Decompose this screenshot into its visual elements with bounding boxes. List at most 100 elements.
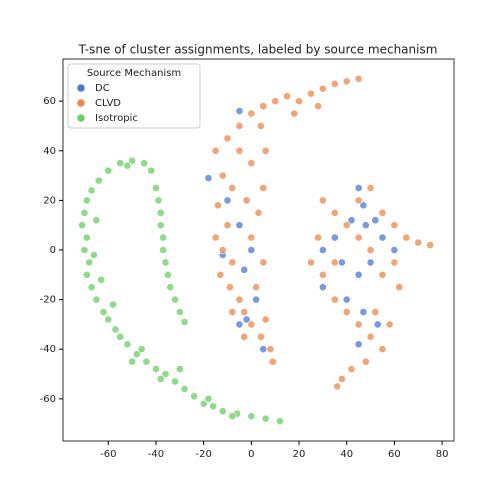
point xyxy=(156,375,165,383)
point xyxy=(261,315,270,324)
point xyxy=(240,332,249,341)
point xyxy=(92,295,101,304)
point xyxy=(354,184,363,192)
point xyxy=(259,345,268,354)
point xyxy=(242,315,251,324)
point xyxy=(338,258,346,267)
point xyxy=(354,270,363,279)
point xyxy=(223,134,232,143)
point xyxy=(156,208,165,217)
point xyxy=(342,77,351,86)
point xyxy=(97,275,106,284)
point xyxy=(247,320,256,329)
point xyxy=(161,370,170,378)
x-tick-label: -60 xyxy=(100,449,116,460)
point xyxy=(218,171,227,180)
point xyxy=(259,102,268,111)
point xyxy=(190,392,199,401)
point xyxy=(330,233,339,242)
point xyxy=(218,407,227,416)
point xyxy=(161,258,170,267)
point xyxy=(164,270,172,279)
point xyxy=(111,325,120,334)
point xyxy=(85,258,94,267)
chart-title: T-sne of cluster assignments, labeled by… xyxy=(78,43,438,57)
point xyxy=(342,308,351,316)
point xyxy=(247,412,256,421)
point xyxy=(228,308,237,316)
point xyxy=(371,216,380,225)
point xyxy=(147,166,156,175)
point xyxy=(361,357,370,366)
point xyxy=(290,109,299,118)
point xyxy=(235,221,244,230)
point xyxy=(128,357,137,366)
point xyxy=(395,283,404,292)
x-tick-label: -40 xyxy=(148,449,164,460)
point xyxy=(159,246,168,254)
y-tick-label: 40 xyxy=(43,146,56,157)
legend-marker xyxy=(76,113,86,123)
x-tick-label: -20 xyxy=(195,449,211,460)
point xyxy=(214,201,222,210)
point xyxy=(133,350,141,359)
point xyxy=(318,196,327,205)
point xyxy=(180,385,189,393)
point xyxy=(366,184,375,192)
point xyxy=(359,201,368,210)
point xyxy=(223,196,232,205)
legend-marker xyxy=(76,98,86,108)
point xyxy=(261,414,270,423)
point xyxy=(209,402,218,411)
point xyxy=(256,332,265,341)
point xyxy=(218,246,227,254)
point xyxy=(266,345,275,354)
point xyxy=(378,233,387,242)
legend-label: CLVD xyxy=(95,98,121,109)
point xyxy=(247,159,256,168)
point xyxy=(338,375,346,383)
point xyxy=(175,365,184,373)
y-tick-label: 60 xyxy=(43,96,56,107)
legend-label: DC xyxy=(95,83,110,94)
x-tick-label: 0 xyxy=(248,449,254,460)
point xyxy=(92,216,101,225)
point xyxy=(354,233,363,242)
point xyxy=(199,399,208,408)
y-tick-label: 0 xyxy=(50,245,56,256)
x-tick-label: 20 xyxy=(293,449,306,460)
point xyxy=(254,208,263,217)
point xyxy=(240,308,249,316)
point xyxy=(80,208,89,217)
point xyxy=(235,146,244,155)
point xyxy=(259,184,268,192)
point xyxy=(390,246,399,254)
point xyxy=(240,265,249,274)
point xyxy=(94,176,103,185)
point xyxy=(318,283,327,292)
point xyxy=(123,161,132,170)
point xyxy=(156,221,165,230)
point xyxy=(378,208,387,217)
point xyxy=(90,251,98,259)
point xyxy=(307,89,315,98)
legend-title: Source Mechanism xyxy=(87,68,181,79)
point xyxy=(366,246,375,254)
point xyxy=(204,394,213,403)
point xyxy=(180,318,189,326)
point xyxy=(314,102,323,111)
point xyxy=(152,184,160,192)
point xyxy=(390,258,399,267)
point xyxy=(247,109,256,118)
point xyxy=(261,146,270,155)
point xyxy=(366,332,375,341)
point xyxy=(154,196,163,205)
point xyxy=(123,340,132,349)
point xyxy=(330,258,339,267)
point xyxy=(283,92,292,101)
point xyxy=(378,345,387,354)
point xyxy=(211,146,220,155)
point xyxy=(247,233,256,242)
point xyxy=(235,320,244,329)
